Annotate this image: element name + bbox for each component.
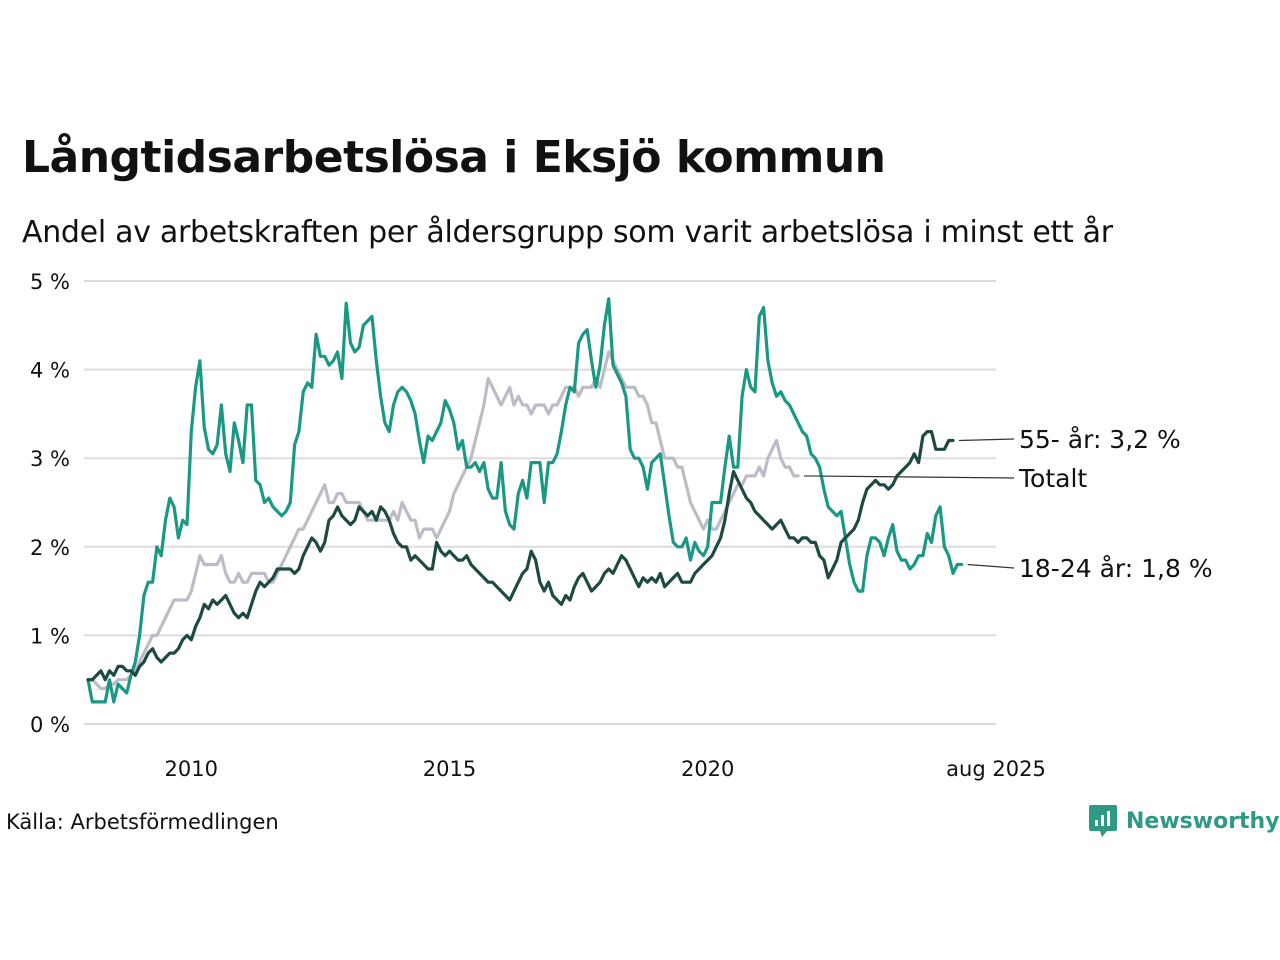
y-tick-label: 4 % <box>30 359 70 383</box>
leader-line-total <box>804 475 1015 479</box>
y-tick-label: 1 % <box>30 624 70 648</box>
x-tick-label: 2015 <box>423 757 476 781</box>
leader-line-youth <box>967 563 1015 569</box>
series-line-total <box>86 350 800 691</box>
y-tick-label: 3 % <box>30 447 70 471</box>
source-note: Källa: Arbetsförmedlingen <box>6 810 279 834</box>
y-tick-label: 5 % <box>30 270 70 294</box>
brand-logo[interactable]: Newsworthy <box>1088 803 1280 839</box>
brand-name: Newsworthy <box>1126 808 1280 834</box>
series-line-senior <box>86 430 955 682</box>
chart-subtitle: Andel av arbetskraften per åldersgrupp s… <box>22 215 1113 250</box>
x-tick-label: 2020 <box>681 757 734 781</box>
newsworthy-logo-icon <box>1089 805 1117 837</box>
end-label-senior: 55- år: 3,2 % <box>1019 425 1181 454</box>
y-tick-label: 2 % <box>30 536 70 560</box>
chart-title: Långtidsarbetslösa i Eksjö kommun <box>22 132 886 183</box>
series-line-youth <box>86 297 964 704</box>
x-tick-label: 2010 <box>165 757 218 781</box>
x-tick-label: aug 2025 <box>946 757 1046 781</box>
y-tick-label: 0 % <box>30 713 70 737</box>
end-label-total: Totalt <box>1018 464 1087 493</box>
leader-line-senior <box>958 438 1015 442</box>
end-label-youth: 18-24 år: 1,8 % <box>1019 554 1213 583</box>
